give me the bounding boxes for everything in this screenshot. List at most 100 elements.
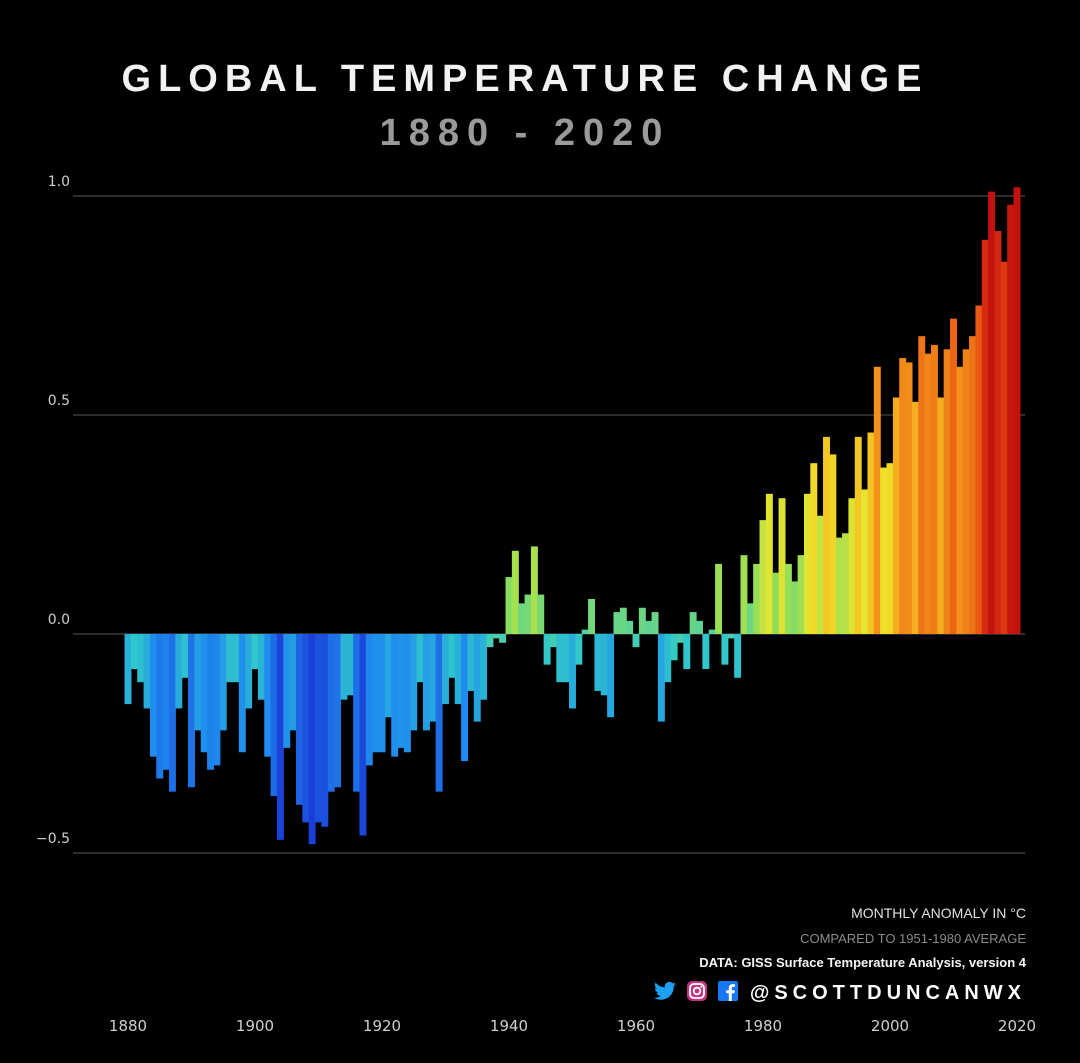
bar-1903 — [270, 634, 278, 797]
author-handle[interactable]: @SCOTTDUNCANWX — [749, 982, 1026, 1004]
bar-1958 — [619, 607, 627, 634]
bar-1987 — [803, 493, 811, 634]
bar-1928 — [429, 634, 437, 722]
bar-1995 — [854, 436, 862, 634]
baseline-note: COMPARED TO 1951-1980 AVERAGE — [800, 931, 1026, 946]
bar-1937 — [486, 634, 494, 648]
bar-1956 — [607, 634, 615, 718]
x-tick-label: 1920 — [363, 1017, 401, 1035]
bar-1998 — [873, 366, 881, 634]
bar-1983 — [778, 498, 786, 634]
bar-1880 — [124, 634, 132, 705]
bar-1897 — [232, 634, 240, 683]
bar-1999 — [880, 467, 888, 634]
bar-2017 — [994, 231, 1002, 635]
bar-2004 — [911, 401, 919, 634]
bar-1902 — [264, 634, 272, 757]
bar-1925 — [410, 634, 418, 731]
bar-1988 — [810, 463, 818, 634]
bar-1918 — [365, 634, 373, 766]
bar-1883 — [143, 634, 151, 709]
bar-1901 — [257, 634, 265, 700]
bar-2010 — [950, 318, 957, 634]
bar-1985 — [791, 581, 799, 634]
instagram-icon[interactable] — [686, 980, 708, 1007]
bar-1993 — [842, 533, 850, 634]
bar-1889 — [181, 634, 189, 678]
bar-1938 — [492, 634, 500, 639]
bar-1976 — [734, 634, 742, 678]
bar-1906 — [289, 634, 297, 731]
bar-1905 — [283, 634, 291, 748]
x-tick-label: 1940 — [490, 1017, 528, 1035]
bar-1940 — [505, 577, 513, 634]
bar-1919 — [372, 634, 380, 753]
bar-1935 — [473, 634, 481, 722]
bar-1970 — [696, 620, 703, 634]
bar-1890 — [188, 634, 195, 788]
twitter-icon[interactable] — [653, 981, 676, 1006]
bar-1953 — [588, 598, 596, 634]
bar-1971 — [702, 634, 710, 670]
bar-1997 — [867, 432, 875, 634]
bar-2008 — [937, 397, 945, 634]
bar-1885 — [156, 634, 164, 779]
bar-1980 — [759, 520, 767, 634]
bar-1950 — [569, 634, 576, 709]
bar-1917 — [359, 634, 367, 836]
bar-1994 — [848, 498, 856, 634]
bar-1943 — [524, 594, 532, 634]
x-tick-label: 1960 — [617, 1017, 655, 1035]
bar-2013 — [969, 336, 977, 634]
bar-1936 — [480, 634, 488, 700]
bar-2014 — [975, 305, 983, 634]
bar-1948 — [556, 634, 564, 683]
bar-1964 — [657, 634, 665, 722]
bar-1912 — [327, 634, 335, 792]
bar-1960 — [632, 634, 640, 648]
bar-1909 — [308, 634, 316, 845]
bar-1959 — [626, 620, 634, 634]
bar-1893 — [207, 634, 215, 770]
unit-note: MONTHLY ANOMALY IN °C — [851, 905, 1026, 921]
bar-1899 — [245, 634, 253, 709]
bar-1949 — [562, 634, 570, 683]
bar-1923 — [397, 634, 405, 748]
bar-1892 — [200, 634, 208, 753]
bar-2003 — [905, 362, 913, 634]
bar-1990 — [823, 436, 830, 634]
bar-1907 — [295, 634, 303, 805]
bar-1954 — [594, 634, 602, 691]
bar-1927 — [422, 634, 430, 731]
bar-2020 — [1013, 187, 1021, 635]
bar-2019 — [1007, 204, 1015, 634]
y-tick-label: −0.5 — [36, 831, 70, 847]
bar-2011 — [956, 366, 964, 634]
bar-1933 — [461, 634, 469, 762]
x-tick-label: 2020 — [998, 1017, 1036, 1035]
bar-1989 — [816, 515, 824, 634]
bar-1981 — [765, 493, 773, 634]
bar-1929 — [435, 634, 443, 792]
social-credits: @SCOTTDUNCANWX — [653, 980, 1026, 1007]
bar-1891 — [194, 634, 202, 731]
x-tick-label: 2000 — [871, 1017, 909, 1035]
bar-1898 — [238, 634, 246, 753]
bar-2006 — [924, 353, 932, 634]
bar-2000 — [886, 463, 894, 634]
bar-1922 — [391, 634, 399, 757]
bar-1982 — [772, 572, 780, 634]
bar-1962 — [645, 620, 653, 634]
bar-1888 — [175, 634, 183, 709]
bar-1921 — [384, 634, 392, 718]
facebook-icon[interactable] — [717, 981, 738, 1006]
bar-1895 — [219, 634, 227, 731]
bar-2001 — [892, 397, 900, 634]
y-tick-label: 0.5 — [48, 393, 70, 409]
bar-2012 — [962, 349, 970, 634]
bar-1955 — [600, 634, 608, 696]
bar-1996 — [861, 489, 869, 634]
bar-2002 — [899, 358, 907, 634]
bar-1945 — [537, 594, 545, 634]
